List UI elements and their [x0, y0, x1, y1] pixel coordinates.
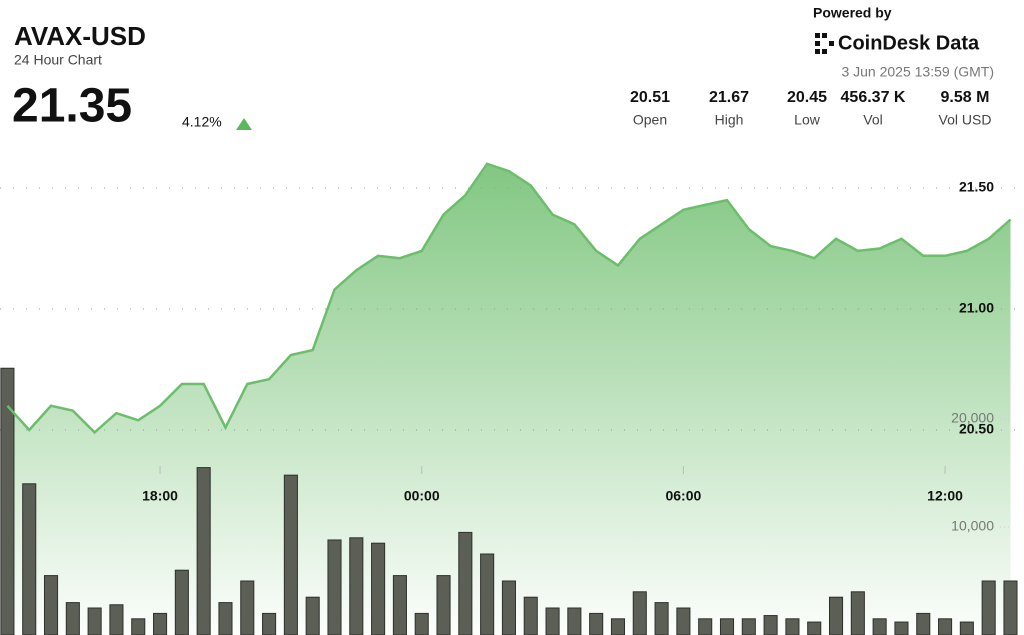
- volume-tick-label: 20,000: [951, 410, 994, 426]
- volume-bar: [938, 618, 953, 635]
- stat-value: 456.37 K: [841, 89, 906, 106]
- subtitle: 24 Hour Chart: [14, 52, 102, 68]
- volume-bar: [632, 591, 647, 635]
- stat-value: 21.67: [709, 89, 749, 106]
- volume-bar: [523, 596, 538, 635]
- volume-bar: [610, 618, 626, 635]
- volume-bar: [807, 621, 822, 635]
- volume-bar: [719, 618, 735, 635]
- volume-bar: [305, 596, 320, 635]
- volume-bar: [196, 467, 211, 635]
- volume-bar: [22, 483, 37, 635]
- plot-area: [0, 163, 1024, 635]
- stat-value: 20.51: [630, 89, 670, 106]
- volume-bar: [174, 569, 189, 635]
- volume-bar: [850, 591, 865, 635]
- volume-bar: [894, 621, 909, 635]
- y-tick-label: 21.50: [959, 179, 994, 195]
- volume-bar: [785, 618, 800, 635]
- volume-bar: [676, 607, 691, 635]
- volume-bar: [0, 367, 15, 635]
- change: 4.12%: [182, 114, 222, 130]
- stat-label: Open: [633, 112, 667, 128]
- volume-bar: [1003, 580, 1018, 635]
- volume-bar: [109, 604, 124, 635]
- stat-value: 20.45: [787, 89, 827, 106]
- price-line: [6, 162, 1012, 435]
- volume-bar: [916, 612, 931, 635]
- x-tick-label: 18:00: [142, 488, 178, 504]
- volume-bar: [567, 607, 582, 635]
- y-tick-label: 20.50: [959, 421, 994, 437]
- stat-label: High: [715, 112, 744, 128]
- volume-bar: [87, 607, 102, 635]
- volume-bar: [240, 580, 255, 635]
- stat-value: 9.58 M: [941, 89, 990, 106]
- price-area: [7, 163, 1011, 635]
- volume-bar: [959, 621, 974, 635]
- volume-bar: [436, 575, 451, 635]
- volume-bar: [501, 580, 516, 635]
- symbol: AVAX-USD: [14, 21, 146, 51]
- volume-bar: [153, 612, 168, 635]
- volume-bar: [741, 618, 756, 635]
- timestamp: 3 Jun 2025 13:59 (GMT): [841, 64, 994, 80]
- volume-bar: [458, 531, 473, 635]
- volume-bar: [65, 602, 80, 635]
- volume-bar: [414, 612, 429, 635]
- stat-label: Low: [794, 112, 821, 128]
- brand-logo: [815, 33, 834, 54]
- volume-bar: [654, 602, 669, 635]
- volume-bar: [218, 602, 233, 635]
- volume-bar: [392, 575, 407, 635]
- stat-label: Vol: [863, 112, 882, 128]
- volume-bar: [828, 596, 844, 635]
- x-tick-label: 00:00: [404, 488, 440, 504]
- volume-bar: [349, 537, 364, 635]
- volume-bar: [131, 618, 146, 635]
- up-arrow: [236, 118, 252, 130]
- stat-label: Vol USD: [939, 112, 992, 128]
- volume-bar: [981, 580, 996, 635]
- volume-bar: [327, 539, 342, 635]
- x-tick-label: 06:00: [665, 488, 701, 504]
- volume-bar: [262, 612, 277, 635]
- brand: CoinDesk Data: [838, 32, 980, 54]
- volume-tick-label: 10,000: [951, 518, 994, 534]
- volume-bar: [480, 553, 495, 635]
- volume-bar: [283, 474, 298, 635]
- stats: 20.51 Open 21.67 High 20.45 Low 456.37 K Vol 9.5…: [630, 89, 991, 127]
- volume-bar: [763, 615, 778, 635]
- powered-by: Powered by: [813, 5, 892, 21]
- volume-bar: [589, 612, 604, 635]
- price: 21.35: [12, 80, 132, 133]
- volume-bar: [371, 542, 386, 635]
- volume-bar: [872, 618, 887, 635]
- y-tick-label: 21.00: [959, 300, 994, 316]
- volume-bar: [43, 575, 59, 635]
- volume-bar: [545, 607, 560, 635]
- volume-bar: [698, 618, 713, 635]
- x-tick-label: 12:00: [927, 488, 963, 504]
